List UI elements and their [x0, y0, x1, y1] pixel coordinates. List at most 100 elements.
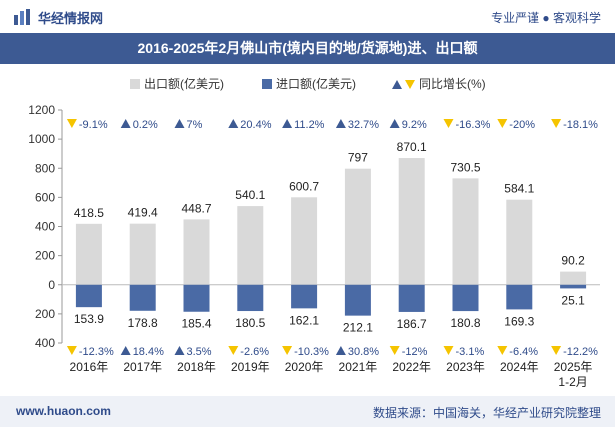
export-growth-down-icon — [551, 119, 562, 128]
import-growth-label: -10.3% — [294, 346, 329, 358]
export-value-label: 448.7 — [181, 201, 211, 215]
brand-name: 华经情报网 — [38, 11, 104, 26]
export-value-label: 540.1 — [235, 188, 265, 202]
tagline: 专业严谨 ● 客观科学 — [491, 11, 601, 25]
y-tick-label: 200 — [35, 249, 55, 263]
website-link[interactable]: www.huaon.com — [16, 404, 111, 418]
export-growth-down-icon — [443, 119, 454, 128]
import-growth-label: -2.6% — [240, 346, 269, 358]
y-tick-label: 0 — [48, 278, 55, 292]
export-bar — [75, 223, 102, 285]
legend-swatch-import — [262, 79, 272, 89]
export-growth-label: 32.7% — [348, 119, 379, 131]
footer-bar: www.huaon.com 数据来源：中国海关，华经产业研究院整理 — [0, 396, 615, 427]
x-tick-label: 2024年 — [500, 360, 539, 374]
legend-label-import: 进口额(亿美元) — [276, 76, 356, 91]
import-bar — [237, 284, 264, 312]
import-value-label: 169.3 — [504, 314, 534, 328]
export-growth-label: 9.2% — [402, 119, 427, 131]
top-bar: 华经情报网 专业严谨 ● 客观科学 — [0, 0, 615, 33]
legend-down-triangle-icon — [405, 80, 415, 89]
export-growth-down-icon — [497, 119, 508, 128]
legend-label-growth: 同比增长(%) — [419, 77, 486, 91]
x-tick-label: 2021年 — [339, 360, 378, 374]
import-value-label: 25.1 — [561, 293, 585, 307]
export-bar — [291, 197, 318, 285]
import-growth-down-icon — [389, 346, 400, 355]
import-growth-label: 3.5% — [187, 346, 212, 358]
y-tick-label: 1000 — [28, 132, 55, 146]
export-growth-up-icon — [335, 119, 346, 128]
export-bar — [398, 158, 425, 285]
export-value-label: 584.1 — [504, 182, 534, 196]
x-tick-label: 1-2月 — [558, 375, 587, 389]
import-bar — [506, 284, 533, 310]
import-value-label: 180.8 — [450, 316, 480, 330]
export-bar — [506, 199, 533, 285]
export-value-label: 90.2 — [561, 254, 585, 268]
export-value-label: 730.5 — [450, 160, 480, 174]
import-growth-up-icon — [335, 346, 346, 355]
export-growth-label: -20% — [509, 119, 535, 131]
logo-icon — [14, 9, 30, 25]
y-tick-label: 600 — [35, 190, 55, 204]
import-value-label: 153.9 — [74, 312, 104, 326]
export-value-label: 418.5 — [74, 206, 104, 220]
import-value-label: 180.5 — [235, 316, 265, 330]
export-growth-up-icon — [389, 119, 400, 128]
import-value-label: 185.4 — [181, 317, 211, 331]
export-bar — [183, 219, 210, 285]
export-value-label: 419.4 — [128, 206, 158, 220]
y-tick-label: 400 — [35, 336, 55, 350]
export-growth-up-icon — [228, 119, 239, 128]
data-source: 数据来源：中国海关，华经产业研究院整理 — [372, 406, 601, 420]
export-growth-label: -16.3% — [456, 119, 491, 131]
x-tick-label: 2025年 — [554, 360, 593, 374]
export-bar — [560, 271, 587, 285]
export-growth-label: 7% — [187, 119, 203, 131]
export-bar — [129, 223, 156, 285]
import-bar — [291, 284, 318, 309]
import-value-label: 186.7 — [397, 317, 427, 331]
export-growth-up-icon — [282, 119, 293, 128]
export-value-label: 797 — [348, 151, 368, 165]
import-value-label: 178.8 — [128, 316, 158, 330]
import-growth-label: -6.4% — [509, 346, 538, 358]
x-tick-label: 2018年 — [177, 360, 216, 374]
import-bar — [398, 284, 425, 312]
export-growth-up-icon — [174, 119, 185, 128]
x-tick-label: 2023年 — [446, 360, 485, 374]
legend-label-export: 出口额(亿美元) — [144, 76, 224, 91]
import-growth-up-icon — [174, 346, 185, 355]
import-value-label: 162.1 — [289, 313, 319, 327]
y-tick-label: 200 — [35, 307, 55, 321]
import-growth-down-icon — [551, 346, 562, 355]
import-bar — [183, 284, 210, 312]
title-bar: 2016-2025年2月佛山市(境内目的地/货源地)进、出口额 — [0, 33, 615, 64]
import-growth-label: -3.1% — [456, 346, 485, 358]
export-growth-down-icon — [66, 119, 77, 128]
export-bar — [344, 168, 371, 285]
import-growth-down-icon — [66, 346, 77, 355]
import-growth-label: -12% — [402, 346, 428, 358]
import-growth-down-icon — [228, 346, 239, 355]
y-tick-label: 1200 — [28, 103, 55, 117]
export-bar — [237, 206, 264, 285]
export-bar — [452, 178, 479, 285]
y-tick-label: 400 — [35, 220, 55, 234]
export-growth-label: -18.1% — [563, 119, 598, 131]
export-value-label: 870.1 — [397, 140, 427, 154]
x-tick-label: 2019年 — [231, 360, 270, 374]
import-bar — [129, 284, 156, 311]
x-tick-label: 2016年 — [70, 360, 109, 374]
x-tick-label: 2022年 — [392, 360, 431, 374]
import-bar — [560, 284, 587, 289]
export-growth-up-icon — [120, 119, 131, 128]
import-growth-label: -12.3% — [79, 346, 114, 358]
export-growth-label: -9.1% — [79, 119, 108, 131]
x-tick-label: 2020年 — [285, 360, 324, 374]
import-growth-down-icon — [282, 346, 293, 355]
import-growth-label: 18.4% — [133, 346, 164, 358]
legend-up-triangle-icon — [392, 80, 402, 89]
import-growth-down-icon — [497, 346, 508, 355]
